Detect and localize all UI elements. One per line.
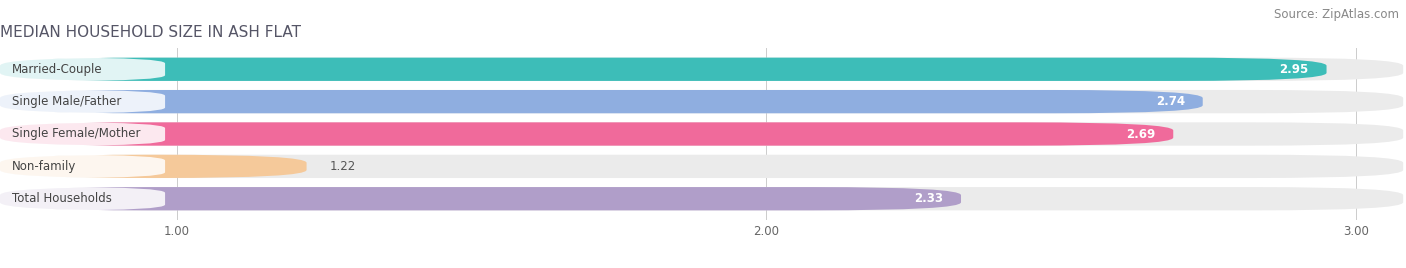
Text: Source: ZipAtlas.com: Source: ZipAtlas.com	[1274, 8, 1399, 21]
Text: Single Female/Mother: Single Female/Mother	[11, 128, 141, 140]
Text: 2.74: 2.74	[1156, 95, 1185, 108]
FancyBboxPatch shape	[0, 122, 1173, 146]
Text: 2.33: 2.33	[914, 192, 943, 205]
Text: Total Households: Total Households	[11, 192, 111, 205]
Text: 1.22: 1.22	[330, 160, 356, 173]
FancyBboxPatch shape	[0, 155, 165, 178]
FancyBboxPatch shape	[0, 58, 1326, 81]
FancyBboxPatch shape	[0, 90, 1202, 113]
FancyBboxPatch shape	[0, 58, 165, 81]
FancyBboxPatch shape	[0, 187, 962, 210]
FancyBboxPatch shape	[0, 90, 1403, 113]
Text: MEDIAN HOUSEHOLD SIZE IN ASH FLAT: MEDIAN HOUSEHOLD SIZE IN ASH FLAT	[0, 25, 301, 40]
Text: 2.69: 2.69	[1126, 128, 1156, 140]
Text: 2.95: 2.95	[1279, 63, 1309, 76]
FancyBboxPatch shape	[0, 155, 1403, 178]
FancyBboxPatch shape	[0, 90, 165, 113]
Text: Single Male/Father: Single Male/Father	[11, 95, 121, 108]
FancyBboxPatch shape	[0, 122, 1403, 146]
FancyBboxPatch shape	[0, 58, 1403, 81]
Text: Married-Couple: Married-Couple	[11, 63, 103, 76]
FancyBboxPatch shape	[0, 187, 1403, 210]
FancyBboxPatch shape	[0, 122, 165, 146]
FancyBboxPatch shape	[0, 187, 165, 210]
Text: Non-family: Non-family	[11, 160, 76, 173]
FancyBboxPatch shape	[0, 155, 307, 178]
